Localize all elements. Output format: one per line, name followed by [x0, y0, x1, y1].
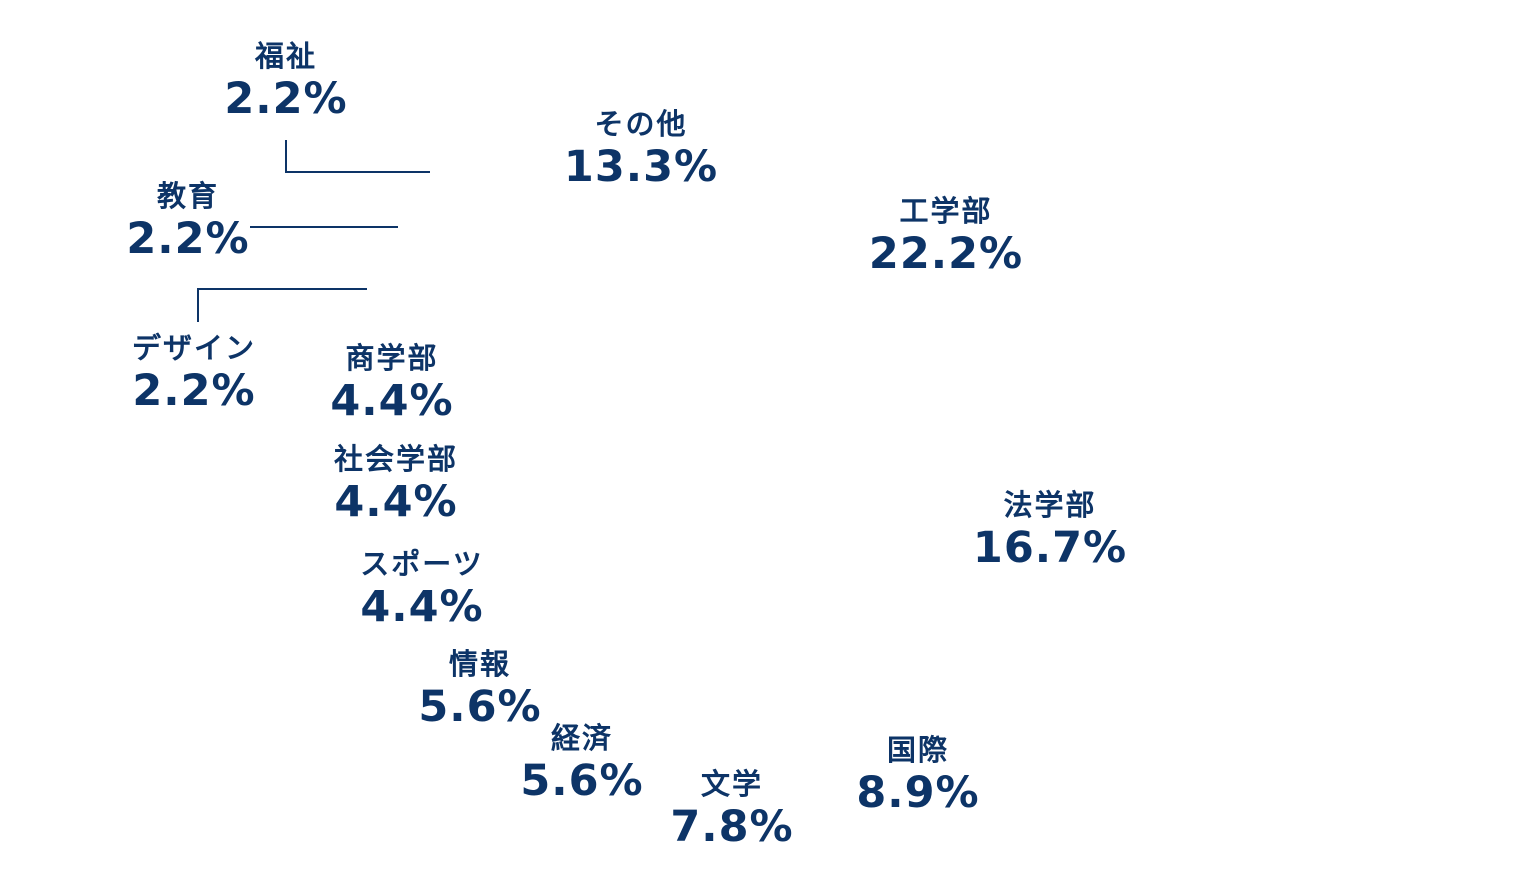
category-label: 商学部: [345, 341, 439, 375]
slice-label-design: デザイン 2.2%: [104, 330, 284, 416]
percent-label: 2.2%: [126, 214, 250, 264]
percent-label: 5.6%: [418, 682, 542, 732]
slice-label-kougakubu: 工学部 22.2%: [846, 193, 1046, 279]
slice-label-kokusai: 国際 8.9%: [838, 732, 998, 818]
category-label: 工学部: [899, 194, 993, 228]
percent-label: 13.3%: [563, 142, 719, 192]
slice-label-shakaigakubu: 社会学部 4.4%: [306, 441, 486, 527]
category-label: 福祉: [254, 39, 317, 73]
category-label: 経済: [550, 721, 613, 755]
percent-label: 4.4%: [334, 477, 458, 527]
slice-label-keizai: 経済 5.6%: [502, 720, 662, 806]
category-label: 法学部: [1003, 488, 1097, 522]
slice-label-kyouiku: 教育 2.2%: [108, 178, 268, 264]
slice-label-sonota: その他 13.3%: [551, 106, 731, 192]
slice-label-shougakubu: 商学部 4.4%: [312, 340, 472, 426]
slice-label-jouhou: 情報 5.6%: [400, 646, 560, 732]
percent-label: 2.2%: [132, 366, 256, 416]
category-label: その他: [594, 107, 688, 141]
category-label: 教育: [156, 179, 219, 213]
category-label: 文学: [700, 767, 763, 801]
percent-label: 2.2%: [224, 74, 348, 124]
leader-line-fukushi: [285, 140, 430, 173]
percent-label: 8.9%: [856, 768, 980, 818]
category-label: デザイン: [131, 331, 256, 365]
percent-label: 7.8%: [670, 802, 794, 852]
leader-line-design: [197, 288, 367, 322]
category-label: 国際: [886, 733, 949, 767]
slice-label-fukushi: 福祉 2.2%: [204, 38, 368, 124]
slice-label-bungaku: 文学 7.8%: [652, 766, 812, 852]
percent-label: 5.6%: [520, 756, 644, 806]
percent-label: 16.7%: [972, 523, 1128, 573]
percent-label: 22.2%: [868, 229, 1024, 279]
category-label: 社会学部: [333, 442, 458, 476]
percent-label: 4.4%: [330, 376, 454, 426]
category-label: スポーツ: [360, 547, 484, 581]
percent-label: 4.4%: [360, 582, 484, 632]
slice-label-sports: スポーツ 4.4%: [332, 546, 512, 632]
category-label: 情報: [448, 647, 511, 681]
slice-label-hougakubu: 法学部 16.7%: [950, 487, 1150, 573]
